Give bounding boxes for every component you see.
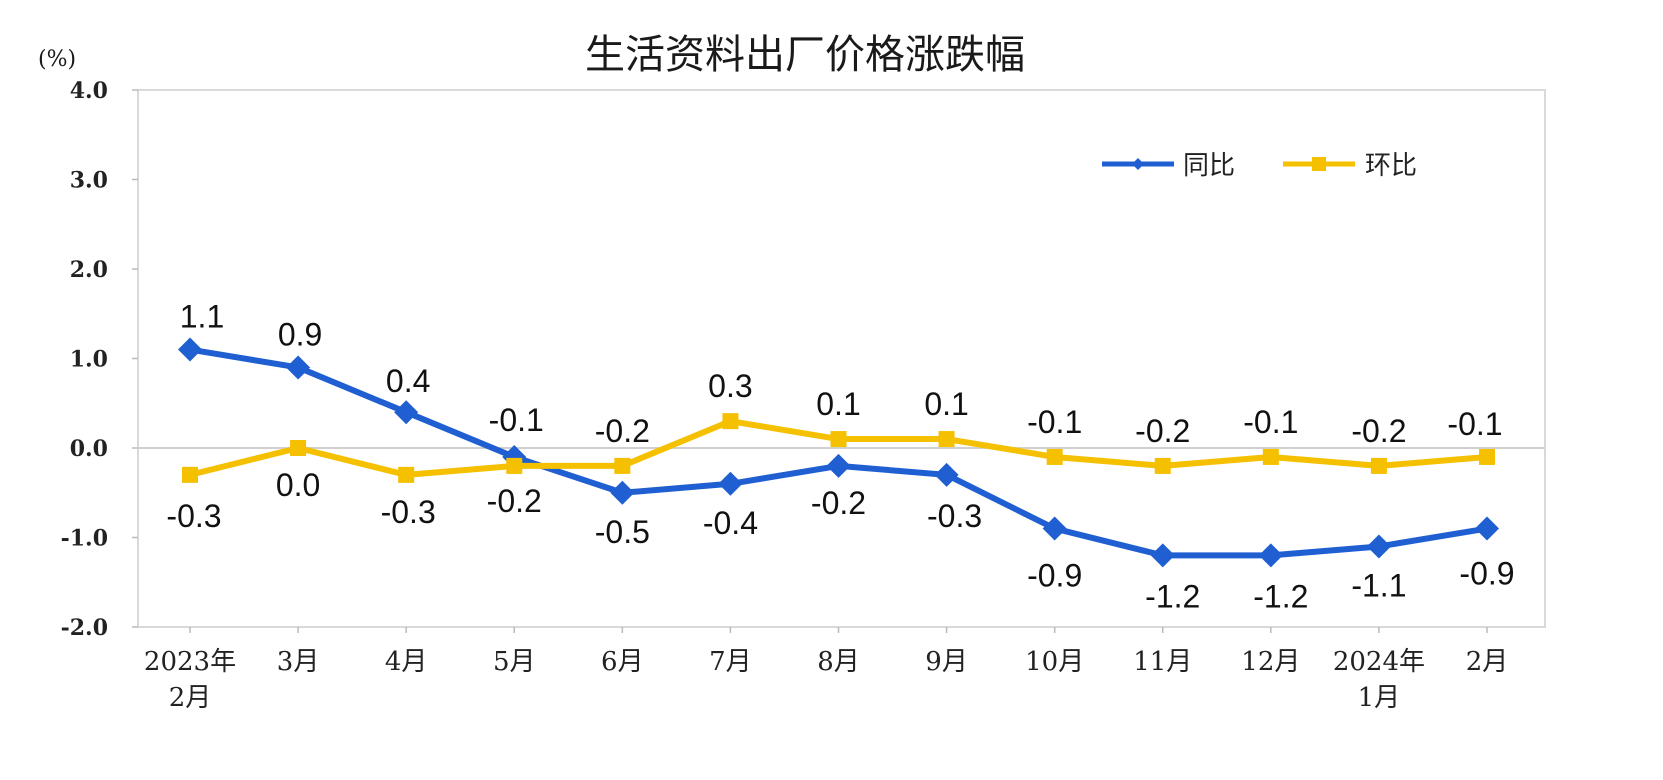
- data-label: -0.3: [927, 498, 982, 534]
- data-point-square: [290, 440, 307, 456]
- series-layer: [178, 337, 1499, 568]
- series-yoy: [178, 337, 1499, 568]
- data-label: -0.2: [1135, 413, 1190, 449]
- data-label: 1.1: [180, 299, 224, 335]
- plot-area: [137, 89, 1546, 628]
- data-label: -1.1: [1351, 567, 1406, 603]
- x-tick-label: 12月: [1241, 647, 1300, 677]
- legend-label: 环比: [1365, 151, 1417, 181]
- data-label: -0.3: [381, 494, 436, 530]
- data-point-square: [614, 457, 631, 474]
- data-point-square: [722, 413, 739, 430]
- data-point-diamond: [1258, 543, 1283, 568]
- y-tick-label: 4.0: [70, 78, 108, 104]
- x-tick-label: 9月: [925, 647, 968, 677]
- data-point-square: [1479, 448, 1495, 465]
- data-label: 0.0: [276, 467, 320, 503]
- data-label: -0.1: [1447, 406, 1502, 442]
- legend-item: 环比: [1283, 151, 1417, 181]
- data-point-square: [506, 457, 523, 474]
- data-label: 0.9: [278, 316, 322, 352]
- x-tick-label: 11月: [1133, 647, 1192, 677]
- legend-swatch-marker: [1132, 158, 1144, 170]
- y-axis-unit: (%): [38, 47, 76, 72]
- data-point-diamond: [178, 337, 202, 362]
- x-tick-label: 8月: [817, 647, 860, 677]
- y-tick-label: -2.0: [61, 615, 108, 641]
- data-point-diamond: [1150, 543, 1175, 568]
- data-label: 0.3: [708, 368, 752, 404]
- data-label: -0.9: [1459, 556, 1514, 592]
- data-label: -0.2: [1351, 413, 1406, 449]
- x-tick-label: 6月: [601, 647, 644, 677]
- x-tick-label: 2月: [1466, 647, 1509, 677]
- x-tick-label: 10月: [1025, 647, 1084, 677]
- y-tick-label: 2.0: [70, 257, 108, 283]
- data-label: -0.5: [595, 514, 650, 550]
- data-point-square: [1370, 457, 1387, 474]
- x-tick-label: 7月: [709, 647, 752, 677]
- data-point-square: [398, 466, 415, 483]
- data-label: -0.1: [489, 402, 544, 438]
- data-label: -0.9: [1027, 558, 1082, 594]
- y-tick-label: -1.0: [61, 526, 108, 552]
- y-tick-label: 3.0: [70, 168, 108, 194]
- y-axis: 4.0 3.0 2.0 1.0 0.0 -1.0 -2.0: [61, 78, 138, 641]
- data-point-diamond: [1042, 516, 1067, 541]
- data-label: -0.3: [166, 498, 221, 534]
- data-point-diamond: [394, 400, 419, 425]
- data-point-square: [830, 431, 847, 448]
- data-point-square: [1046, 448, 1063, 465]
- data-point-square: [1262, 448, 1279, 465]
- x-tick-label: 5月: [493, 647, 536, 677]
- data-label: -1.2: [1145, 578, 1200, 614]
- data-label: 0.1: [924, 386, 968, 422]
- data-point-diamond: [1475, 516, 1499, 541]
- legend-item: 同比: [1102, 151, 1235, 181]
- data-point-diamond: [1366, 534, 1391, 559]
- data-label: -0.1: [1027, 404, 1082, 440]
- y-tick-label: 1.0: [70, 347, 108, 373]
- chart-title: 生活资料出厂价格涨跌幅: [585, 32, 1025, 78]
- y-tick-label: 0.0: [70, 436, 108, 462]
- legend-label: 同比: [1183, 151, 1235, 181]
- data-point-square: [182, 466, 198, 483]
- x-tick-label: 2023年 2月: [144, 647, 236, 713]
- data-point-diamond: [610, 480, 635, 505]
- data-label: -0.2: [595, 413, 650, 449]
- legend-swatch-marker: [1312, 157, 1326, 171]
- series-mom: [182, 413, 1495, 483]
- data-point-diamond: [286, 355, 311, 380]
- data-point-diamond: [826, 453, 851, 478]
- data-point-square: [938, 431, 955, 448]
- legend: 同比 环比: [1102, 151, 1417, 181]
- data-labels: 1.1 0.9 0.4 -0.1 -0.5 -0.4 -0.2 -0.3 -0.9 -1.2 -1.…: [166, 299, 1514, 615]
- data-label: -0.2: [487, 483, 542, 519]
- data-point-square: [1154, 457, 1171, 474]
- data-label: -0.1: [1243, 404, 1298, 440]
- x-axis: 2023年 2月 3月 4月 5月 6月 7月 8月 9月 10月 11月 12月 2024年 1月 2月: [144, 627, 1508, 713]
- x-tick-label: 3月: [277, 647, 320, 677]
- x-tick-label: 4月: [385, 647, 428, 677]
- x-tick-label: 2024年 1月: [1333, 647, 1425, 713]
- data-label: -0.4: [703, 505, 758, 541]
- data-point-diamond: [718, 471, 743, 496]
- data-point-diamond: [934, 462, 959, 487]
- data-label: -1.2: [1253, 578, 1308, 614]
- data-label: 0.4: [386, 363, 430, 399]
- data-label: 0.1: [816, 386, 860, 422]
- data-label: -0.2: [811, 485, 866, 521]
